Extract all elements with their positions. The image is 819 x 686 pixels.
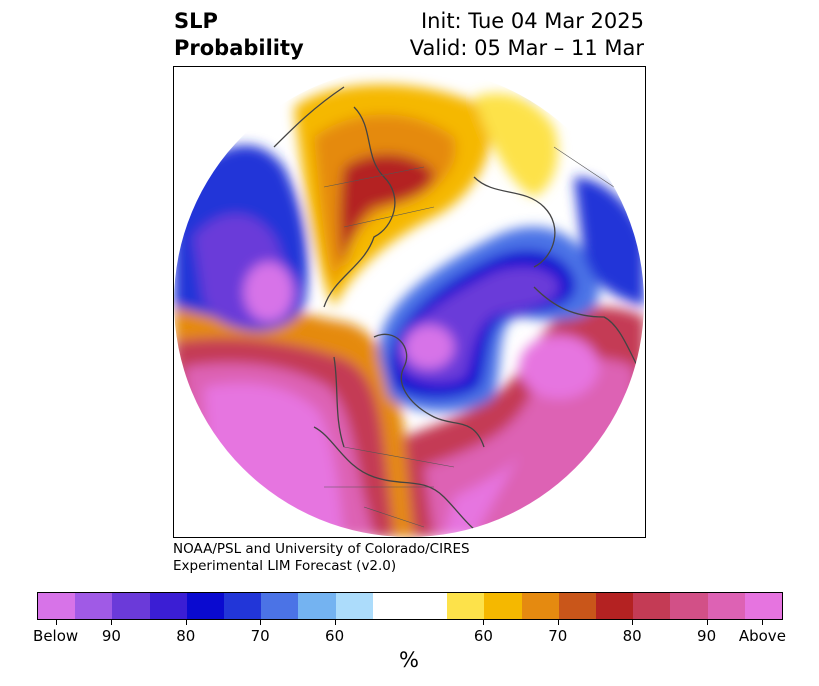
colorbar-segment (558, 593, 597, 619)
colorbar-segment (224, 593, 262, 619)
colorbar-segment (484, 593, 522, 619)
colorbar-tick-label: 80 (176, 627, 196, 645)
eastus-strong-above (444, 447, 524, 537)
colorbar-segment (596, 593, 634, 619)
colorbar-tick-label: 90 (101, 627, 121, 645)
colorbar-tick (706, 619, 708, 625)
colorbar-segment (372, 593, 411, 619)
map-panel (173, 66, 646, 538)
colorbar-tick (55, 619, 57, 625)
colorbar-segment (38, 593, 76, 619)
init-date: Init: Tue 04 Mar 2025 (420, 9, 644, 33)
colorbar-tick (111, 619, 113, 625)
forecast-dates: Init: Tue 04 Mar 2025 Valid: 05 Mar – 11… (410, 8, 644, 62)
atlantic-strong-above (519, 335, 599, 399)
colorbar-tick-label: 70 (548, 627, 568, 645)
colorbar-tick (334, 619, 336, 625)
credit-line-2: Experimental LIM Forecast (v2.0) (173, 558, 397, 574)
colorbar-segment (410, 593, 448, 619)
colorbar-tick-label: 80 (622, 627, 642, 645)
colorbar (37, 592, 783, 620)
colorbar-segment (707, 593, 745, 619)
colorbar-tick (557, 619, 559, 625)
colorbar-tick (762, 619, 764, 625)
colorbar-tick-label: 70 (250, 627, 270, 645)
borders (323, 146, 615, 528)
credit-line-1: NOAA/PSL and University of Colorado/CIRE… (173, 541, 470, 557)
colorbar-segment (75, 593, 113, 619)
valid-range: Valid: 05 Mar – 11 Mar (409, 36, 644, 60)
colorbar-segment (298, 593, 336, 619)
colorbar-segment (335, 593, 373, 619)
colorbar-tick-label: Above (738, 627, 786, 645)
colorbar-tick (260, 619, 262, 625)
colorbar-tick-label: 60 (473, 627, 493, 645)
colorbar-segment (149, 593, 187, 619)
pacific-below-core (244, 262, 294, 322)
colorbar-segment (744, 593, 783, 619)
arctic-core (404, 325, 454, 369)
colorbar-tick (632, 619, 634, 625)
colorbar-tick (185, 619, 187, 625)
colorbar-tick-label: Below (33, 627, 79, 645)
chart-title: SLP Probability (174, 8, 304, 62)
colorbar-tick-label: 60 (325, 627, 345, 645)
title-line-2: Probability (174, 36, 304, 60)
colorbar-segment (112, 593, 150, 619)
colorbar-segment (261, 593, 299, 619)
colorbar-segment (186, 593, 225, 619)
scandinavia-yellow (474, 93, 558, 197)
colorbar-tick-label: 90 (697, 627, 717, 645)
title-line-1: SLP (174, 9, 218, 33)
colorbar-tick (483, 619, 485, 625)
polar-projection-map (174, 67, 644, 537)
colorbar-segment (521, 593, 559, 619)
colorbar-segment (670, 593, 708, 619)
credit-text: NOAA/PSL and University of Colorado/CIRE… (173, 541, 470, 575)
colorbar-segment (633, 593, 671, 619)
colorbar-unit: % (399, 648, 419, 672)
colorbar-segment (447, 593, 485, 619)
siberia-red (340, 154, 434, 267)
